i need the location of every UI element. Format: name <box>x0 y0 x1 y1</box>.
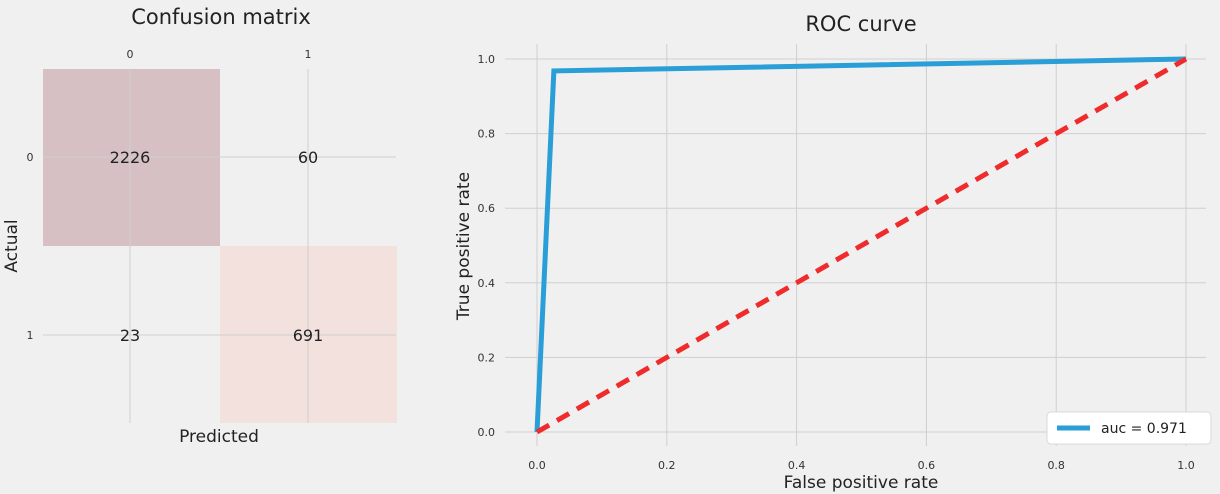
roc-y-tick-1: 0.2 <box>478 351 496 364</box>
roc-x-tick-0: 0.0 <box>528 459 546 472</box>
confusion-value-1-0: 23 <box>120 326 140 345</box>
confusion-y-tick-0: 0 <box>27 151 34 164</box>
roc-plot: 0.0 0.2 0.4 0.6 0.8 1.0 0.0 0.2 0.4 0.6 0.8 1.0 auc … <box>478 44 1212 472</box>
roc-curve-chart: ROC curve False positive rate True posit… <box>454 12 1212 493</box>
confusion-matrix-y-label: Actual <box>2 219 22 272</box>
roc-y-tick-4: 0.8 <box>478 128 496 141</box>
confusion-x-tick-1: 1 <box>305 48 312 61</box>
confusion-x-tick-0: 0 <box>127 48 134 61</box>
roc-x-tick-4: 0.8 <box>1047 459 1065 472</box>
roc-x-tick-1: 0.2 <box>658 459 676 472</box>
confusion-matrix-plot: 2226 60 23 691 0 1 0 1 <box>27 48 397 423</box>
roc-y-tick-5: 1.0 <box>478 53 496 66</box>
confusion-matrix-x-label: Predicted <box>179 427 259 447</box>
roc-title: ROC curve <box>805 12 916 36</box>
roc-x-label: False positive rate <box>784 473 939 493</box>
roc-x-tick-5: 1.0 <box>1177 459 1195 472</box>
roc-series-auc-line <box>534 56 1187 433</box>
confusion-value-1-1: 691 <box>293 326 324 345</box>
confusion-matrix-title: Confusion matrix <box>131 5 311 29</box>
roc-y-tick-2: 0.4 <box>478 277 496 290</box>
confusion-matrix-chart: Confusion matrix Predicted Actual 2226 60… <box>2 5 397 447</box>
roc-x-tick-2: 0.4 <box>788 459 806 472</box>
roc-series-chance-line <box>535 56 1188 435</box>
roc-y-label: True positive rate <box>454 172 474 321</box>
confusion-value-0-1: 60 <box>298 148 318 167</box>
confusion-y-tick-1: 1 <box>27 329 34 342</box>
confusion-value-0-0: 2226 <box>110 148 151 167</box>
roc-legend-box <box>1046 411 1212 445</box>
roc-legend-label: auc = 0.971 <box>1101 421 1187 437</box>
roc-x-tick-3: 0.6 <box>918 459 936 472</box>
roc-y-tick-3: 0.6 <box>478 202 496 215</box>
roc-y-tick-0: 0.0 <box>478 426 496 439</box>
